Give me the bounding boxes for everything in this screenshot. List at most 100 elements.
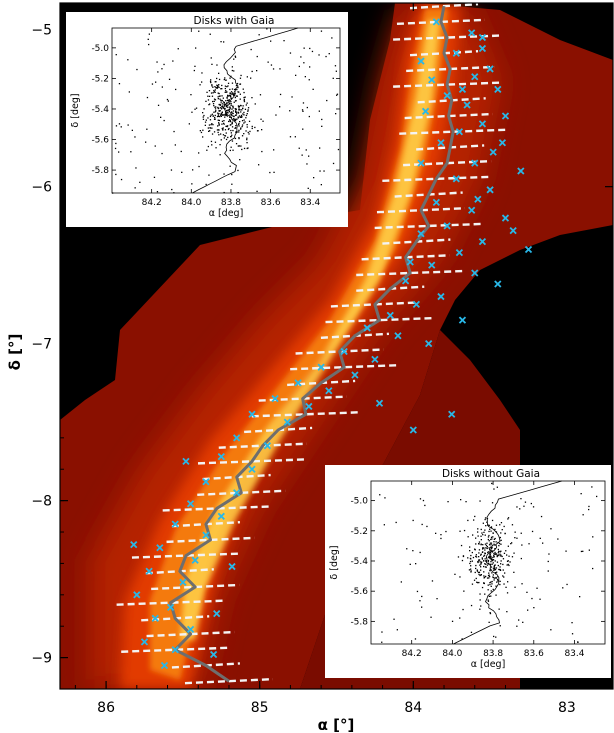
inset-point — [501, 529, 503, 531]
inset-point — [240, 104, 242, 107]
inset-point — [236, 95, 238, 97]
inset-point — [486, 577, 489, 579]
inset-disks-with-gaia: Disks with Gaia 84.2 84.0 83.8 83.6 83.4 -5.0… — [66, 12, 348, 227]
inset-point — [475, 577, 477, 580]
inset-point — [495, 636, 497, 638]
inset-point — [588, 505, 590, 508]
inset-point — [480, 605, 482, 607]
inset-point — [499, 566, 501, 568]
inset-point — [490, 530, 492, 532]
inset-point — [224, 116, 226, 118]
inset-point — [218, 122, 220, 124]
inset-point — [191, 183, 193, 185]
disk-marker — [130, 540, 138, 549]
inset-point — [238, 91, 240, 93]
inset-point — [473, 579, 476, 581]
inset-point — [482, 534, 484, 536]
inset-point — [221, 103, 223, 105]
inset-point — [514, 531, 516, 533]
y-tick-label: −6 — [31, 180, 52, 196]
inset-point — [237, 105, 240, 107]
disk-marker — [458, 85, 467, 93]
inset-point — [190, 94, 192, 96]
inset-point — [494, 569, 496, 571]
inset-point — [210, 114, 212, 116]
inset-x-axis-label: α [deg] — [471, 659, 506, 670]
inset-point — [487, 551, 489, 553]
disk-marker — [471, 159, 479, 167]
inset-point — [209, 115, 212, 118]
inset-y-tick-label: -5.8 — [91, 166, 109, 176]
inset-point — [211, 127, 213, 129]
inset-point — [229, 119, 231, 121]
inset-point — [231, 121, 233, 123]
inset-point — [514, 586, 516, 588]
disk-marker-layer — [130, 18, 533, 670]
inset-point — [148, 33, 150, 35]
inset-point — [208, 124, 211, 126]
inset-point — [488, 544, 491, 546]
inset-point — [490, 552, 492, 554]
disk-marker — [478, 33, 487, 42]
inset-point — [216, 64, 218, 66]
inset-point — [216, 86, 218, 88]
inset-y-tick-label: -5.8 — [350, 617, 368, 627]
inset-point — [500, 555, 502, 557]
inset-point — [120, 178, 123, 181]
inset-point — [436, 598, 438, 600]
inset-point — [511, 556, 514, 558]
inset-point — [246, 142, 248, 144]
inset-point — [243, 122, 245, 124]
inset-point — [248, 133, 250, 135]
inset-point — [232, 115, 234, 117]
inset-point — [199, 130, 201, 132]
inset-point — [145, 141, 147, 143]
inset-point — [229, 102, 231, 105]
inset-point — [224, 85, 227, 87]
inset-point — [500, 554, 502, 556]
inset-point — [238, 123, 240, 126]
inset-point — [218, 72, 220, 74]
inset-point — [230, 96, 232, 98]
inset-point — [493, 564, 496, 567]
inset-point — [499, 551, 501, 553]
inset-point — [204, 121, 207, 123]
inset-y-tick-label: -5.4 — [91, 105, 109, 115]
inset-point — [532, 506, 535, 508]
disk-marker — [474, 195, 482, 203]
inset-point — [216, 87, 218, 89]
inset-point — [225, 90, 227, 92]
inset-point — [511, 524, 514, 526]
inset-point — [173, 192, 175, 194]
inset-point — [577, 641, 579, 643]
inset-point — [503, 583, 505, 585]
inset-point — [521, 544, 523, 546]
inset-point — [234, 88, 237, 91]
inset-point — [238, 129, 240, 131]
inset-point — [412, 550, 414, 552]
inset-point — [231, 93, 233, 95]
inset-point — [227, 95, 229, 97]
inset-point — [488, 534, 490, 537]
inset-point — [470, 565, 472, 567]
inset-point — [229, 119, 231, 122]
inset-point — [205, 183, 207, 186]
inset-point — [214, 114, 216, 117]
inset-point — [480, 535, 482, 537]
inset-point — [478, 541, 481, 543]
inset-x-axis-label: α [deg] — [209, 208, 244, 219]
inset-point — [516, 506, 518, 508]
inset-point — [238, 106, 240, 108]
inset-point — [227, 109, 229, 111]
inset-point — [218, 134, 220, 136]
inset-point — [209, 127, 212, 129]
inset-point — [154, 145, 156, 147]
inset-point — [215, 81, 217, 83]
disk-marker — [209, 650, 218, 659]
inset-point — [320, 184, 322, 186]
inset-point — [230, 146, 232, 148]
disk-marker — [437, 292, 445, 301]
inset-point — [459, 617, 461, 619]
inset-point — [319, 147, 321, 149]
inset-point — [231, 126, 234, 128]
